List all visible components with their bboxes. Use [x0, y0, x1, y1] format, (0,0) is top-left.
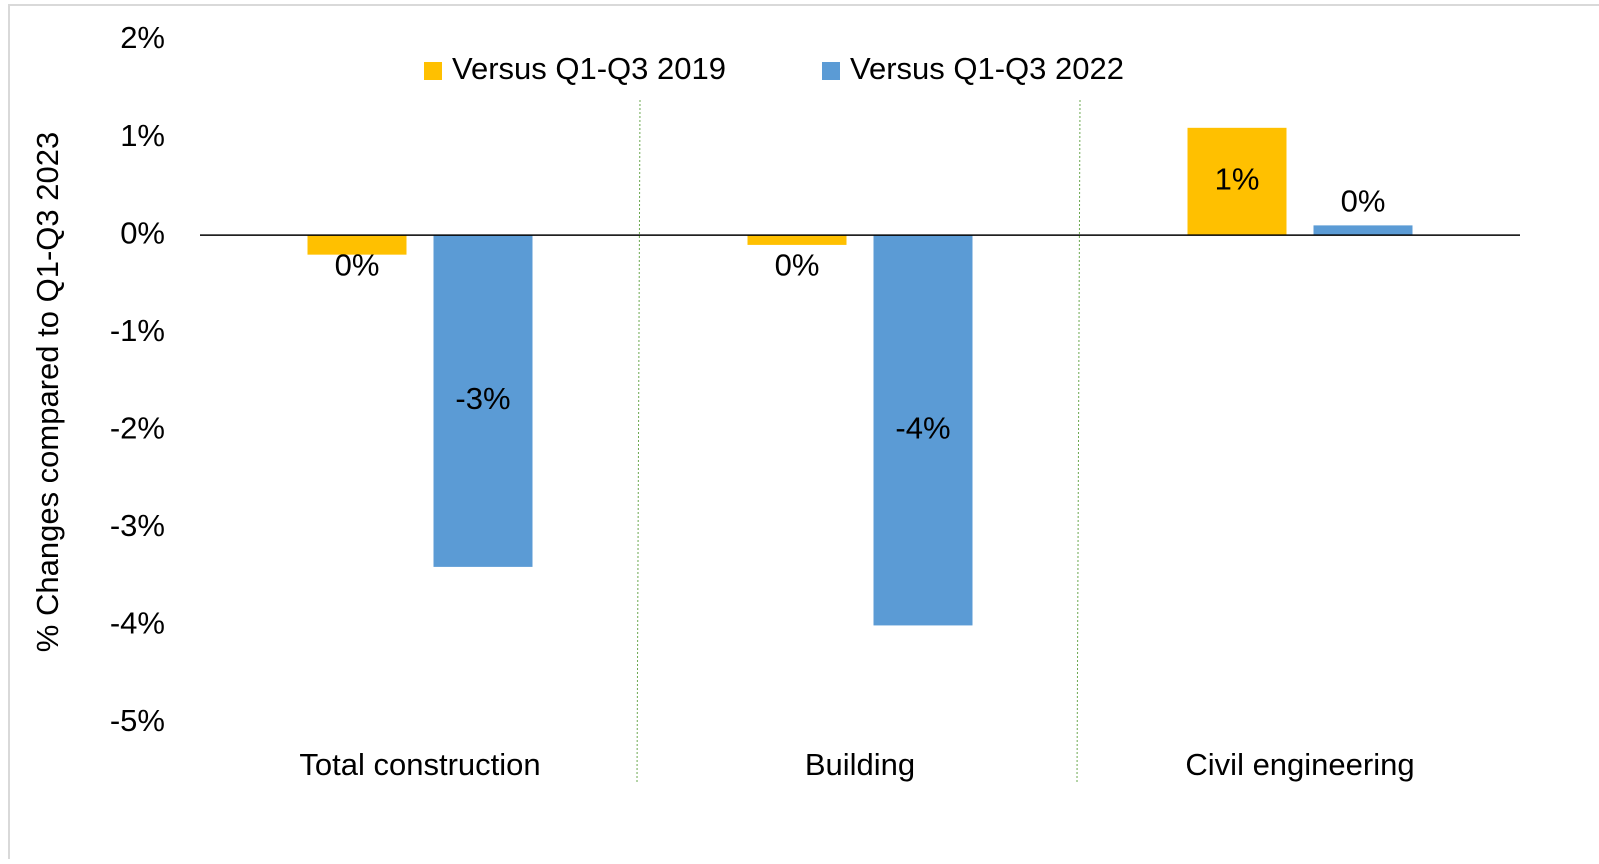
y-axis-label: % Changes compared to Q1-Q3 2023: [30, 132, 65, 652]
value-label: -3%: [455, 381, 510, 416]
x-tick-label: Civil engineering: [1185, 747, 1414, 782]
chart-border: [8, 4, 1599, 864]
category-separator: [1076, 99, 1081, 783]
category-separator: [636, 99, 641, 783]
bar: [307, 235, 407, 255]
value-label: -4%: [895, 410, 950, 445]
bar: [1187, 127, 1287, 236]
y-tick-label: -1%: [110, 313, 165, 348]
y-tick-label: 2%: [120, 20, 165, 55]
legend-label: Versus Q1-Q3 2019: [452, 51, 726, 86]
value-label: 0%: [1341, 184, 1386, 219]
legend-label: Versus Q1-Q3 2022: [850, 51, 1124, 86]
bar: [747, 235, 847, 245]
bar: [433, 235, 533, 567]
x-tick-label: Building: [805, 747, 915, 782]
value-label: 1%: [1215, 162, 1260, 197]
bar: [1313, 225, 1413, 236]
legend-swatch: [424, 62, 442, 80]
y-tick-label: -4%: [110, 606, 165, 641]
bar: [873, 235, 973, 626]
y-tick-label: 1%: [120, 118, 165, 153]
x-tick-label: Total construction: [299, 747, 540, 782]
legend-swatch: [822, 62, 840, 80]
y-tick-label: -2%: [110, 410, 165, 445]
value-label: 0%: [335, 247, 380, 282]
y-tick-label: 0%: [120, 215, 165, 250]
y-tick-label: -3%: [110, 508, 165, 543]
y-tick-label: -5%: [110, 703, 165, 738]
value-label: 0%: [775, 247, 820, 282]
